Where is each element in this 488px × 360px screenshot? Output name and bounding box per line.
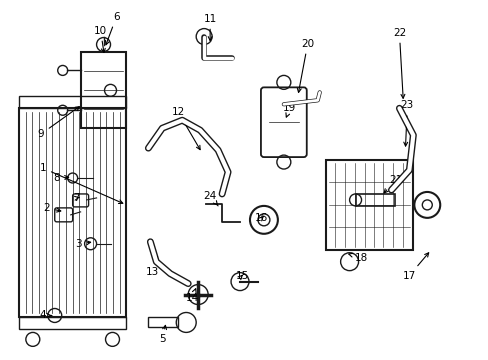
Text: 22: 22 — [392, 28, 405, 98]
Text: 11: 11 — [203, 14, 216, 41]
Text: 24: 24 — [203, 191, 218, 206]
Text: 13: 13 — [145, 257, 159, 276]
Text: 17: 17 — [402, 253, 428, 281]
Bar — [148, 318, 178, 328]
Text: 18: 18 — [348, 253, 367, 263]
Bar — [19, 96, 126, 108]
Text: 6: 6 — [105, 12, 120, 45]
Text: 15: 15 — [235, 271, 248, 281]
Text: 4: 4 — [40, 310, 52, 320]
Text: 1: 1 — [40, 163, 122, 203]
Text: 7: 7 — [73, 193, 80, 203]
Text: 20: 20 — [297, 39, 314, 93]
Bar — [19, 318, 126, 329]
Text: 14: 14 — [185, 289, 199, 302]
Text: 12: 12 — [171, 107, 200, 150]
Text: 23: 23 — [400, 100, 413, 146]
Bar — [81, 53, 126, 128]
Bar — [325, 160, 412, 250]
Bar — [19, 108, 126, 318]
Text: 9: 9 — [38, 107, 79, 139]
Text: 10: 10 — [94, 26, 107, 53]
Text: 19: 19 — [283, 103, 296, 117]
Bar — [355, 194, 395, 206]
Text: 16: 16 — [255, 213, 268, 223]
Text: 5: 5 — [159, 325, 166, 345]
Text: 8: 8 — [53, 173, 68, 183]
Text: 3: 3 — [75, 239, 90, 249]
Text: 21: 21 — [384, 175, 401, 193]
Text: 2: 2 — [43, 203, 61, 213]
